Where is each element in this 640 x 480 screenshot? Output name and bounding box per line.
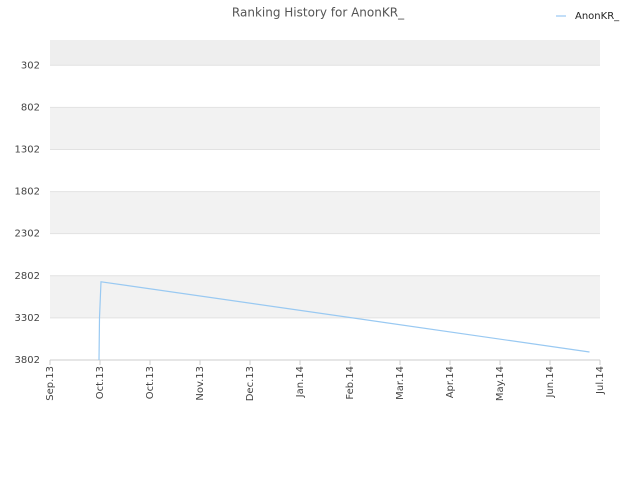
grid-band [50, 65, 600, 108]
x-tick-label: Jul.14 [595, 366, 606, 395]
y-tick-label: 1302 [15, 144, 40, 155]
y-tick-label: 2302 [15, 229, 40, 240]
y-tick-label: 302 [21, 60, 40, 71]
x-tick-label: Nov.13 [195, 366, 206, 401]
y-tick-label: 3802 [15, 355, 40, 366]
grid-band [50, 317, 600, 360]
x-tick-label: Sep.13 [45, 366, 56, 401]
x-tick-label: May.14 [495, 366, 506, 401]
x-tick-label: Feb.14 [345, 366, 356, 400]
y-tick-label: 802 [21, 102, 40, 113]
grid-band [50, 275, 600, 318]
y-tick-label: 1802 [15, 187, 40, 198]
x-tick-label: Oct.13 [145, 366, 156, 399]
x-tick-label: Mar.14 [395, 366, 406, 400]
grid-band [50, 107, 600, 150]
grid-band [50, 40, 600, 66]
grid-band [50, 149, 600, 192]
grid-band [50, 191, 600, 234]
y-tick-label: 3302 [15, 313, 40, 324]
x-tick-label: Jan.14 [295, 366, 306, 398]
x-tick-label: Apr.14 [445, 366, 456, 398]
x-tick-label: Oct.13 [95, 366, 106, 399]
chart-title: Ranking History for AnonKR_ [232, 6, 405, 20]
legend-label: AnonKR_ [575, 11, 620, 22]
y-tick-label: 2802 [15, 271, 40, 282]
x-tick-label: Jun.14 [545, 366, 556, 399]
series-line [98, 281, 590, 361]
x-tick-label: Dec.13 [245, 366, 256, 401]
grid-band [50, 233, 600, 276]
